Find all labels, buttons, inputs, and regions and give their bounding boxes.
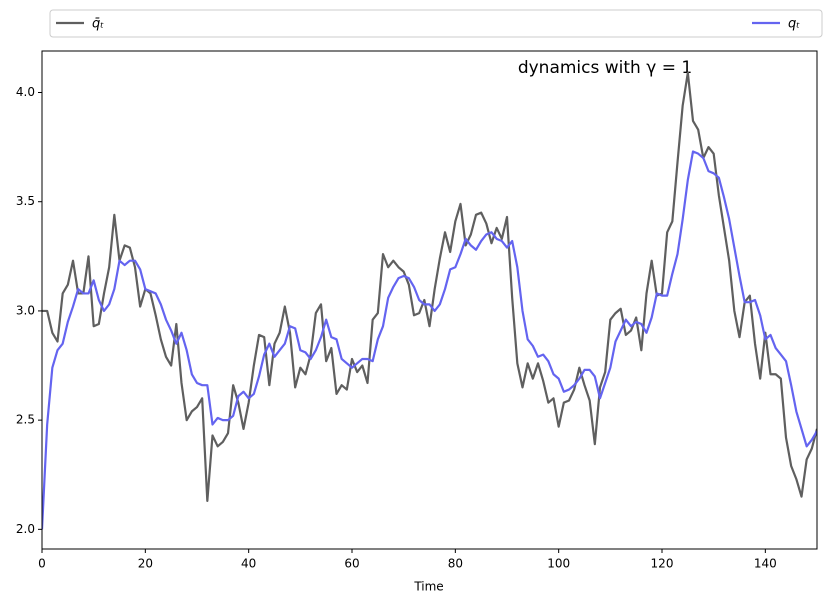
x-tick-label: 20 [138, 557, 153, 571]
x-tick-label: 40 [241, 557, 256, 571]
series-line [42, 150, 817, 530]
x-tick-label: 60 [344, 557, 359, 571]
y-tick-label: 3.5 [16, 194, 35, 208]
x-tick-label: 120 [651, 557, 674, 571]
x-tick-label: 100 [547, 557, 570, 571]
y-tick-label: 4.0 [16, 85, 35, 99]
y-tick-label: 3.0 [16, 303, 35, 317]
x-tick-label: 80 [448, 557, 463, 571]
series-line [42, 71, 817, 503]
y-tick-label: 2.5 [16, 413, 35, 427]
legend-label: qₜ [788, 17, 800, 32]
x-tick-label: 0 [38, 557, 46, 571]
axes-frame [41, 50, 818, 550]
legend-label: q̄ₜ [92, 17, 104, 32]
legend-box [49, 9, 823, 38]
y-tick-label: 2.0 [16, 522, 35, 536]
annotation: dynamics with γ = 1 [518, 58, 692, 78]
x-axis-label: Time [413, 580, 443, 594]
x-tick-label: 140 [754, 557, 777, 571]
